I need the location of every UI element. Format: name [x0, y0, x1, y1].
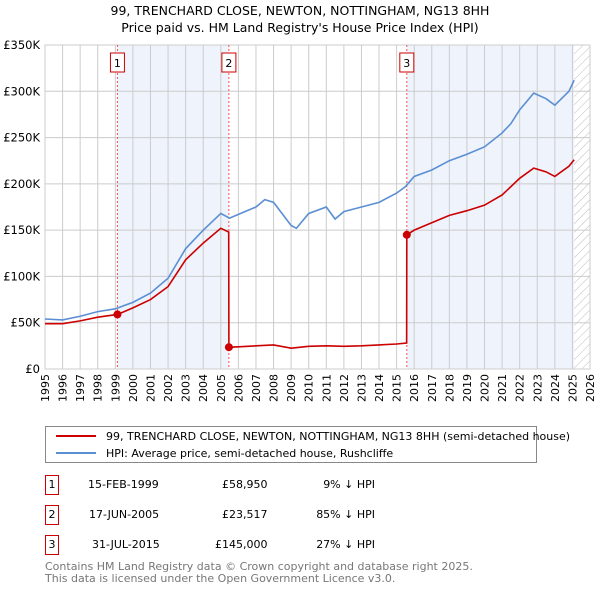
sale-row: 2 17-JUN-2005 £23,517 85% ↓ HPI [45, 505, 545, 525]
x-tick-label: 2003 [180, 374, 193, 402]
x-tick-label: 2010 [303, 374, 316, 402]
x-tick-label: 2013 [355, 374, 368, 402]
sale-point [113, 310, 122, 319]
x-tick-label: 2023 [531, 374, 544, 402]
x-tick-label: 1997 [74, 374, 87, 402]
chart-subtitle: Price paid vs. HM Land Registry's House … [121, 20, 479, 35]
x-tick-label: 2016 [408, 374, 421, 402]
legend-property: 99, TRENCHARD CLOSE, NEWTON, NOTTINGHAM,… [106, 429, 571, 443]
x-tick-label: 2005 [215, 374, 228, 402]
forecast-hatch [574, 45, 590, 369]
y-tick-label: £0 [25, 362, 40, 376]
x-tick-label: 2025 [566, 374, 579, 402]
sale-date: 31-JUL-2015 [92, 538, 160, 551]
sale-price: £58,950 [222, 478, 268, 491]
sale-marker-box [399, 52, 415, 73]
sale-point [402, 230, 411, 239]
x-tick-label: 2012 [338, 374, 351, 402]
x-tick-label: 2008 [268, 374, 281, 402]
sale-diff: 27% ↓ HPI [316, 538, 375, 551]
footer-copyright: Contains HM Land Registry data © Crown c… [45, 560, 473, 573]
x-tick-label: 1996 [57, 374, 70, 402]
sale-diff: 85% ↓ HPI [316, 508, 375, 521]
x-tick-label: 2018 [443, 374, 456, 402]
x-tick-label: 2004 [197, 374, 210, 402]
sale-number: 3 [45, 535, 59, 555]
sale-row: 1 15-FEB-1999 £58,950 9% ↓ HPI [45, 475, 545, 495]
x-tick-label: 2024 [549, 374, 562, 402]
shaded-band [117, 45, 229, 369]
sale-marker-box [221, 52, 237, 73]
sale-marker-label: 2 [225, 57, 232, 70]
x-tick-label: 2017 [426, 374, 439, 402]
chart-title: 99, TRENCHARD CLOSE, NEWTON, NOTTINGHAM,… [110, 3, 490, 18]
sale-date: 15-FEB-1999 [88, 478, 159, 491]
chart: 1995 1996 1997 1998 1999 2000 2001 2002 2003 2004… [3, 38, 597, 402]
legend-hpi: HPI: Average price, semi-detached house,… [106, 446, 394, 460]
x-tick-label: 2011 [320, 374, 333, 402]
property-line [45, 159, 575, 349]
x-tick-label: 1999 [109, 374, 122, 402]
x-tick-label: 2026 [584, 374, 597, 402]
x-tick-label: 1995 [39, 374, 52, 402]
y-tick-label: £150K [3, 223, 40, 237]
x-tick-label: 2000 [127, 374, 140, 402]
x-tick-label: 2022 [514, 374, 527, 402]
y-tick-label: £250K [3, 131, 40, 145]
legend: 99, TRENCHARD CLOSE, NEWTON, NOTTINGHAM,… [45, 426, 570, 463]
y-tick-label: £350K [3, 38, 40, 52]
sale-marker-label: 1 [114, 57, 121, 70]
sale-marker-label: 3 [403, 57, 410, 70]
x-tick-label: 2009 [285, 374, 298, 402]
y-tick-label: £50K [11, 316, 41, 330]
x-tick-label: 2007 [250, 374, 263, 402]
sale-row: 3 31-JUL-2015 £145,000 27% ↓ HPI [45, 535, 545, 555]
sale-point [224, 343, 233, 352]
x-tick-label: 2020 [479, 374, 492, 402]
plot-frame [44, 44, 591, 370]
x-tick-label: 2015 [391, 374, 404, 402]
sale-price: £23,517 [222, 508, 268, 521]
sale-number: 1 [45, 475, 59, 495]
sale-date: 17-JUN-2005 [89, 508, 160, 521]
x-tick-label: 2014 [373, 374, 386, 402]
x-tick-label: 2002 [162, 374, 175, 402]
y-tick-label: £100K [3, 269, 40, 283]
x-tick-label: 2021 [496, 374, 509, 402]
x-tick-label: 2001 [144, 374, 157, 402]
x-tick-label: 2006 [232, 374, 245, 402]
x-tick-label: 1998 [92, 374, 105, 402]
sale-number: 2 [45, 505, 59, 525]
x-tick-label: 2019 [461, 374, 474, 402]
hpi-line [44, 79, 575, 321]
sale-diff: 9% ↓ HPI [323, 478, 375, 491]
sale-marker-box [109, 52, 125, 73]
sale-price: £145,000 [215, 538, 268, 551]
footer-licence: This data is licensed under the Open Gov… [45, 572, 396, 585]
property-line-swatch [56, 435, 96, 437]
hpi-line-swatch [56, 452, 96, 454]
y-tick-label: £200K [3, 177, 40, 191]
y-tick-label: £300K [3, 84, 40, 98]
